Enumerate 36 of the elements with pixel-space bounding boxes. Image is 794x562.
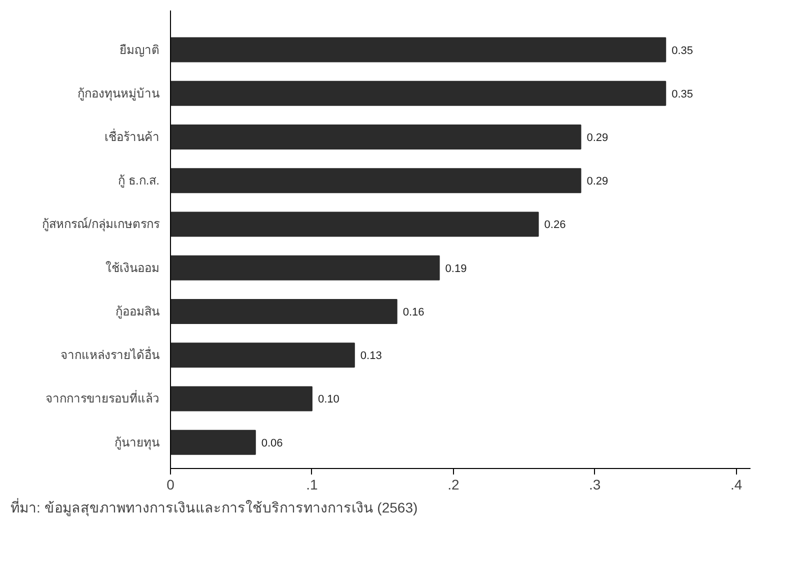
bar (170, 37, 666, 62)
data-label: 0.19 (445, 262, 467, 275)
bar (170, 386, 312, 412)
x-tick-label: .4 (730, 476, 742, 492)
bar (170, 124, 582, 150)
y-tick-label: กู้ ธ.ก.ส. (118, 174, 160, 189)
data-label: 0.35 (672, 88, 694, 100)
y-tick-label: จากแหล่งรายได้อื่น (60, 346, 160, 362)
y-tick-label: กู้ออมสิน (116, 304, 160, 320)
y-tick-label: จากการขายรอบที่แล้ว (46, 390, 160, 406)
x-tick-label: .3 (589, 476, 601, 492)
x-tick-label: .2 (448, 476, 460, 492)
x-tick-label: 0 (166, 476, 175, 492)
y-tick-label: กู้กองทุนหมู่บ้าน (78, 86, 160, 102)
bar (170, 298, 398, 324)
bar (170, 212, 539, 237)
x-tick-label: .1 (306, 476, 318, 492)
y-tick-label: ยืมญาติ (120, 42, 160, 57)
bar (170, 168, 582, 194)
bar (170, 80, 666, 106)
text: ที่มา: ข้อมูลสุขภาพทางการเงินและการใช้บริการทางการเงิน (2563) (10, 498, 418, 516)
data-label: 0.13 (360, 350, 382, 362)
y-tick-label: กู้สหกรณ์/กลุ่มเกษตรกร (42, 217, 160, 232)
data-label: 0.06 (261, 437, 283, 450)
data-label: 0.10 (318, 394, 340, 406)
data-label: 0.16 (402, 306, 424, 318)
bar (170, 255, 440, 280)
y-tick-label: ใช้เงินออม (106, 260, 160, 275)
y-tick-label: กู้นายทุน (114, 435, 160, 450)
data-label: 0.29 (586, 132, 608, 144)
data-label: 0.29 (586, 176, 608, 188)
bar (170, 430, 256, 455)
data-label: 0.26 (544, 219, 566, 232)
bar (170, 342, 355, 368)
y-tick-label: เชื่อร้านค้า (104, 128, 160, 144)
data-label: 0.35 (672, 44, 694, 57)
